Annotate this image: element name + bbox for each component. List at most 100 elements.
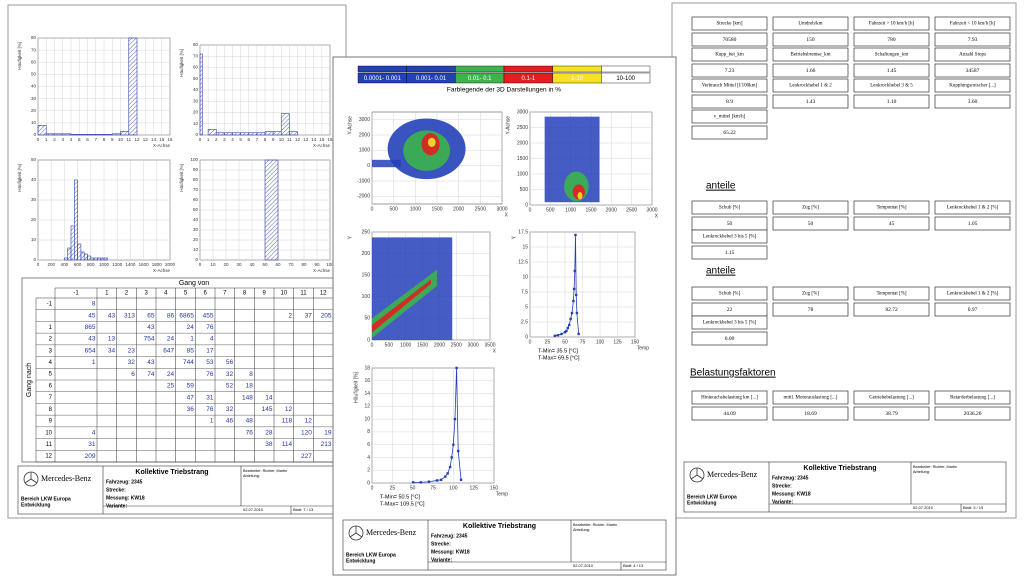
table-cell: 85 [187, 347, 195, 354]
y-tick-label: 18 [364, 365, 370, 371]
footer-field: Variante: [431, 557, 452, 563]
x-tick-label: 6 [247, 137, 250, 142]
x-tick-label: 12 [134, 137, 140, 142]
legend-swatch [455, 65, 505, 73]
x-tick-label: 6 [86, 137, 89, 142]
y-tick-label: 150 [362, 273, 371, 279]
kpi-value-box [691, 245, 768, 260]
histogram-bar [289, 131, 298, 136]
kpi-value: 2036.26 [964, 411, 982, 417]
series-point [455, 366, 458, 370]
date: 02.07.2010 [573, 563, 594, 568]
kpi-label: Lenkrockhebel 3 & 5 [870, 84, 913, 89]
y-tick-label: 50 [193, 207, 199, 212]
histogram-bar [103, 134, 113, 136]
histogram-bar [87, 255, 92, 261]
y-tick-label: 8 [367, 429, 370, 435]
kpi-value: 1.66 [806, 68, 816, 74]
annotation: T-Min= 35.5 [°C] [538, 348, 578, 354]
legend-label: 0.0001- 0.001 [364, 76, 402, 82]
footer-title: Kollektive Triebstrang [135, 469, 208, 476]
table-cell: 24 [187, 324, 195, 331]
kpi-value-box [772, 406, 849, 421]
y-axis-label: Y-Achse [347, 116, 353, 135]
kpi-label: Lenkrockhebel 3 bis 5 [%] [703, 321, 757, 326]
column-header: 7 [223, 291, 227, 297]
section-title: anteile [706, 266, 736, 277]
y-tick-label: 2 [367, 468, 370, 474]
x-tick-label: 9 [272, 137, 275, 142]
series-point [457, 449, 460, 453]
x-tick-label: 125 [613, 339, 622, 345]
kpi-label: Verbrauch Mittel [l/100km] [702, 84, 758, 89]
kpi-label: Getriebebelastung [...] [869, 396, 914, 401]
y-tick-label: 10 [522, 274, 528, 280]
department: Bereich LKW Europa [21, 496, 71, 502]
series-point [575, 293, 578, 297]
sheet-number: Blatt: 4 / 13 [623, 563, 644, 568]
x-tick-label: 3000 [646, 207, 657, 213]
x-tick-label: 20 [223, 262, 229, 267]
table-cell: 45 [88, 312, 96, 319]
x-tick-label: 1600 [139, 262, 150, 267]
x-axis-label: X [505, 212, 509, 218]
kpi-value-box [691, 63, 768, 78]
x-tick-label: 50 [262, 262, 268, 267]
series-point [572, 287, 576, 291]
y-tick-label: 16 [364, 378, 370, 384]
x-tick-label: 0 [37, 137, 40, 142]
y-tick-label: 40 [31, 177, 37, 182]
histogram-bar [80, 251, 85, 261]
x-tick-label: 2 [215, 137, 218, 142]
kpi-label-box [691, 315, 768, 330]
y-tick-label: 70 [193, 53, 199, 58]
kpi-value-box [853, 94, 930, 109]
y-tick-label: -1000 [357, 178, 370, 184]
histogram-bar [264, 131, 274, 136]
x-tick-label: 1000 [565, 207, 576, 213]
kpi-value-box [934, 94, 1011, 109]
table-cell: 4 [92, 429, 96, 436]
kpi-label-box [691, 78, 768, 93]
y-tick-label: 50 [193, 76, 199, 81]
histogram-bar [100, 257, 105, 261]
kpi-value: 34587 [966, 68, 980, 74]
x-tick-label: 100 [449, 485, 458, 491]
brand-name: Mercedes-Benz [366, 528, 417, 537]
kpi-value: 0.97 [968, 307, 978, 313]
x-tick-label: 25 [545, 339, 551, 345]
series-point [556, 334, 560, 337]
table-frame [21, 277, 334, 463]
department: Entwicklung [21, 502, 50, 508]
kpi-label: Zug [%] [802, 292, 819, 297]
row-header: 4 [49, 360, 53, 366]
table-cell: 4 [210, 336, 214, 343]
y-tick-label: 0 [195, 132, 198, 137]
histogram-bar [45, 133, 55, 136]
y-tick-label: 2000 [359, 132, 370, 138]
department: Entwicklung [346, 558, 375, 564]
row-header: -1 [47, 301, 53, 307]
y-tick-label: 40 [31, 84, 37, 89]
table-cell: 120 [301, 429, 312, 436]
x-tick-label: 16 [327, 137, 333, 142]
table-cell: 647 [163, 347, 174, 354]
kpi-label: Umdreh/km [798, 22, 822, 27]
kpi-value: 1.43 [806, 99, 816, 105]
series-point [419, 481, 422, 484]
table-cell: 23 [128, 347, 136, 354]
footer-title: Kollektive Triebstrang [463, 523, 536, 530]
density-region [427, 137, 436, 147]
column-header: 1 [105, 291, 109, 297]
y-tick-label: 100 [190, 157, 198, 162]
table-cell: 1 [210, 418, 214, 425]
x-tick-label: 15 [319, 137, 325, 142]
kpi-label-box [934, 16, 1011, 31]
y-tick-label: 20 [193, 110, 199, 115]
kpi-label: Anzahl Stops [959, 53, 986, 58]
x-tick-label: 9 [111, 137, 114, 142]
y-tick-label: 15 [522, 244, 528, 250]
kpi-value: 50 [727, 221, 733, 227]
department-field: Abteilung: [573, 528, 590, 532]
series-point [411, 481, 415, 484]
